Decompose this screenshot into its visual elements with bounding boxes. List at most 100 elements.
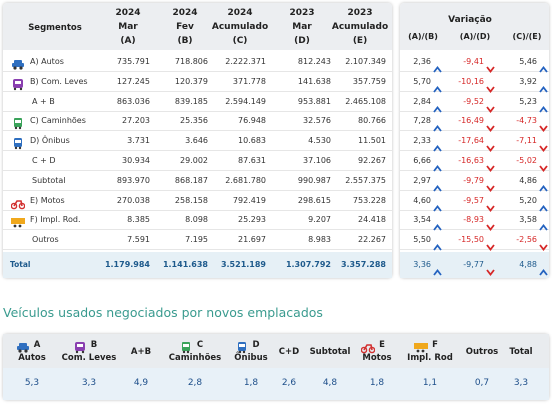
cell: 4.530 <box>308 136 331 146</box>
cell: 2.681.780 <box>225 175 266 185</box>
vehicle-icon <box>16 339 30 353</box>
usados-values-bg <box>3 368 549 400</box>
usados-value: 0,7 <box>474 378 490 388</box>
cell: 371.778 <box>232 76 266 86</box>
arrow-up <box>433 78 442 93</box>
vehicle-icon <box>11 56 25 70</box>
variation-cell: -17,64 <box>458 136 484 146</box>
usados-value: 1,8 <box>243 378 259 388</box>
cell: 1.179.984 <box>104 260 150 269</box>
variation-cell: -8,93 <box>463 215 484 225</box>
column-header: 2023 <box>347 8 373 18</box>
variation-cell: 6,66 <box>413 156 431 165</box>
row-separator <box>400 110 549 112</box>
cell: 718.806 <box>174 57 208 66</box>
cell: 3.521.189 <box>220 260 266 269</box>
usados-header: A <box>33 340 41 350</box>
row-separator <box>3 229 392 231</box>
usados-header: Subtotal <box>309 347 351 357</box>
row-separator <box>400 71 549 72</box>
arrow-up <box>539 177 548 192</box>
vehicle-icon <box>10 195 26 209</box>
usados-header: A+B <box>130 347 152 357</box>
row-separator <box>400 150 549 152</box>
cell: 3.357.288 <box>340 260 386 269</box>
arrow-down <box>539 117 548 133</box>
column-header: (B) <box>177 36 193 46</box>
vehicle-icon <box>414 339 428 353</box>
cell: 2.557.375 <box>345 175 386 185</box>
row-separator <box>400 209 549 211</box>
row-separator <box>400 130 549 132</box>
row-separator <box>400 90 549 92</box>
arrow-up <box>433 236 442 251</box>
cell: 8.385 <box>127 215 150 225</box>
row-label: A) Autos <box>30 57 64 66</box>
column-header: 2024 <box>227 8 253 18</box>
usados-value: 3,3 <box>81 378 97 388</box>
arrow-down <box>486 137 495 153</box>
usados-header: F <box>432 340 438 350</box>
column-header: Mar <box>118 22 138 32</box>
variation-cell: 5,20 <box>519 195 537 205</box>
variation-cell: 2,33 <box>413 136 431 146</box>
arrow-up <box>539 98 548 113</box>
variation-cell: -16,49 <box>458 116 484 126</box>
cell: 29.002 <box>180 156 208 165</box>
cell: 22.267 <box>358 235 386 245</box>
arrow-down <box>539 236 548 252</box>
variation-cell: -4,73 <box>516 116 537 126</box>
usados-value: 4,9 <box>133 378 149 388</box>
variation-cell: -9,79 <box>463 175 484 185</box>
cell: 32.576 <box>303 116 331 126</box>
arrow-down <box>486 117 495 133</box>
cell: 9.207 <box>308 215 331 225</box>
column-header: 2024 <box>115 8 141 18</box>
variation-cell: 3,92 <box>519 76 537 86</box>
variation-cell: 4,88 <box>519 260 537 269</box>
arrow-up <box>539 261 548 276</box>
arrow-up <box>433 261 442 276</box>
variation-header: (C)/(E) <box>512 32 542 41</box>
vehicle-icon <box>11 76 25 90</box>
arrow-down <box>486 98 495 113</box>
cell: 2.594.149 <box>225 96 266 106</box>
column-header: 2023 <box>289 8 315 18</box>
row-separator <box>3 150 392 152</box>
usados-header: D <box>252 340 260 350</box>
arrow-up <box>433 177 442 192</box>
variation-cell: -16,63 <box>458 156 484 165</box>
cell: 868.187 <box>174 175 208 185</box>
arrow-up <box>433 58 442 73</box>
cell: 735.791 <box>116 57 150 66</box>
row-separator <box>400 229 549 231</box>
arrow-up <box>539 197 548 212</box>
row-label: Subtotal <box>32 175 66 185</box>
row-separator <box>3 71 392 72</box>
variation-cell: 2,97 <box>413 175 431 185</box>
cell: 21.697 <box>238 235 266 245</box>
arrow-up <box>433 157 442 172</box>
row-label: Outros <box>32 235 59 245</box>
cell: 10.683 <box>238 136 266 146</box>
usados-header: E <box>379 340 385 350</box>
cell: 812.243 <box>297 57 331 66</box>
cell: 8.983 <box>308 235 331 245</box>
cell: 92.267 <box>358 156 386 165</box>
row-separator <box>3 110 392 112</box>
cell: 37.106 <box>303 156 331 165</box>
usados-header: C <box>196 340 204 350</box>
usados-header: C+D <box>278 347 300 357</box>
arrow-down <box>486 78 495 93</box>
vehicle-icon <box>11 115 25 130</box>
column-header: (C) <box>232 36 248 46</box>
column-header: Segmentos <box>28 23 82 33</box>
arrow-up <box>433 98 442 113</box>
total-bg <box>3 252 392 278</box>
row-label: B) Com. Leves <box>30 76 88 86</box>
arrow-up <box>539 58 548 73</box>
cell: 753.228 <box>352 195 386 205</box>
cell: 7.195 <box>185 235 208 245</box>
variation-cell: -7,11 <box>516 136 537 146</box>
